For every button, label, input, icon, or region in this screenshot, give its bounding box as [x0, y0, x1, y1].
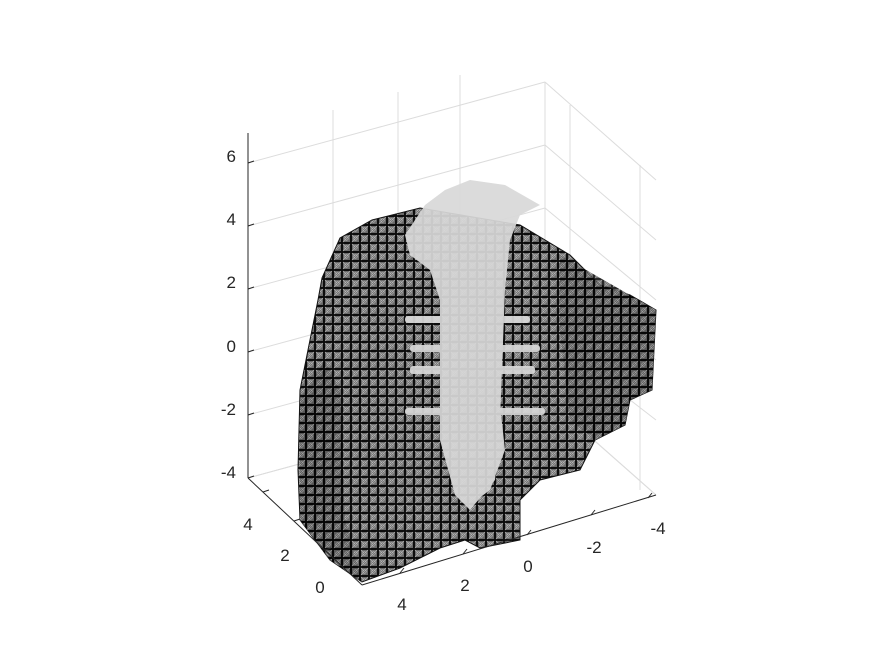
- y-tick: 2: [280, 546, 289, 565]
- y-tick: 4: [243, 515, 252, 534]
- x-tick: 2: [460, 576, 469, 595]
- z-tick: 6: [227, 147, 236, 166]
- inner-surface: [405, 180, 545, 510]
- z-tick: 0: [227, 337, 236, 356]
- x-axis-ticks: 4 2 0 -2 -4: [397, 519, 665, 614]
- z-tick: 4: [227, 210, 236, 229]
- y-axis-ticks: 4 2 0: [243, 515, 324, 597]
- tick-marks: [247, 160, 653, 574]
- z-tick: -2: [221, 400, 236, 419]
- z-tick: 2: [227, 273, 236, 292]
- z-tick: -4: [221, 463, 236, 482]
- y-tick: 0: [315, 578, 324, 597]
- z-axis-ticks: 6 4 2 0 -2 -4: [221, 147, 236, 482]
- x-tick: 0: [523, 557, 532, 576]
- x-tick: -4: [650, 519, 665, 538]
- x-tick: 4: [397, 595, 406, 614]
- x-tick: -2: [586, 538, 601, 557]
- axes: [247, 133, 657, 586]
